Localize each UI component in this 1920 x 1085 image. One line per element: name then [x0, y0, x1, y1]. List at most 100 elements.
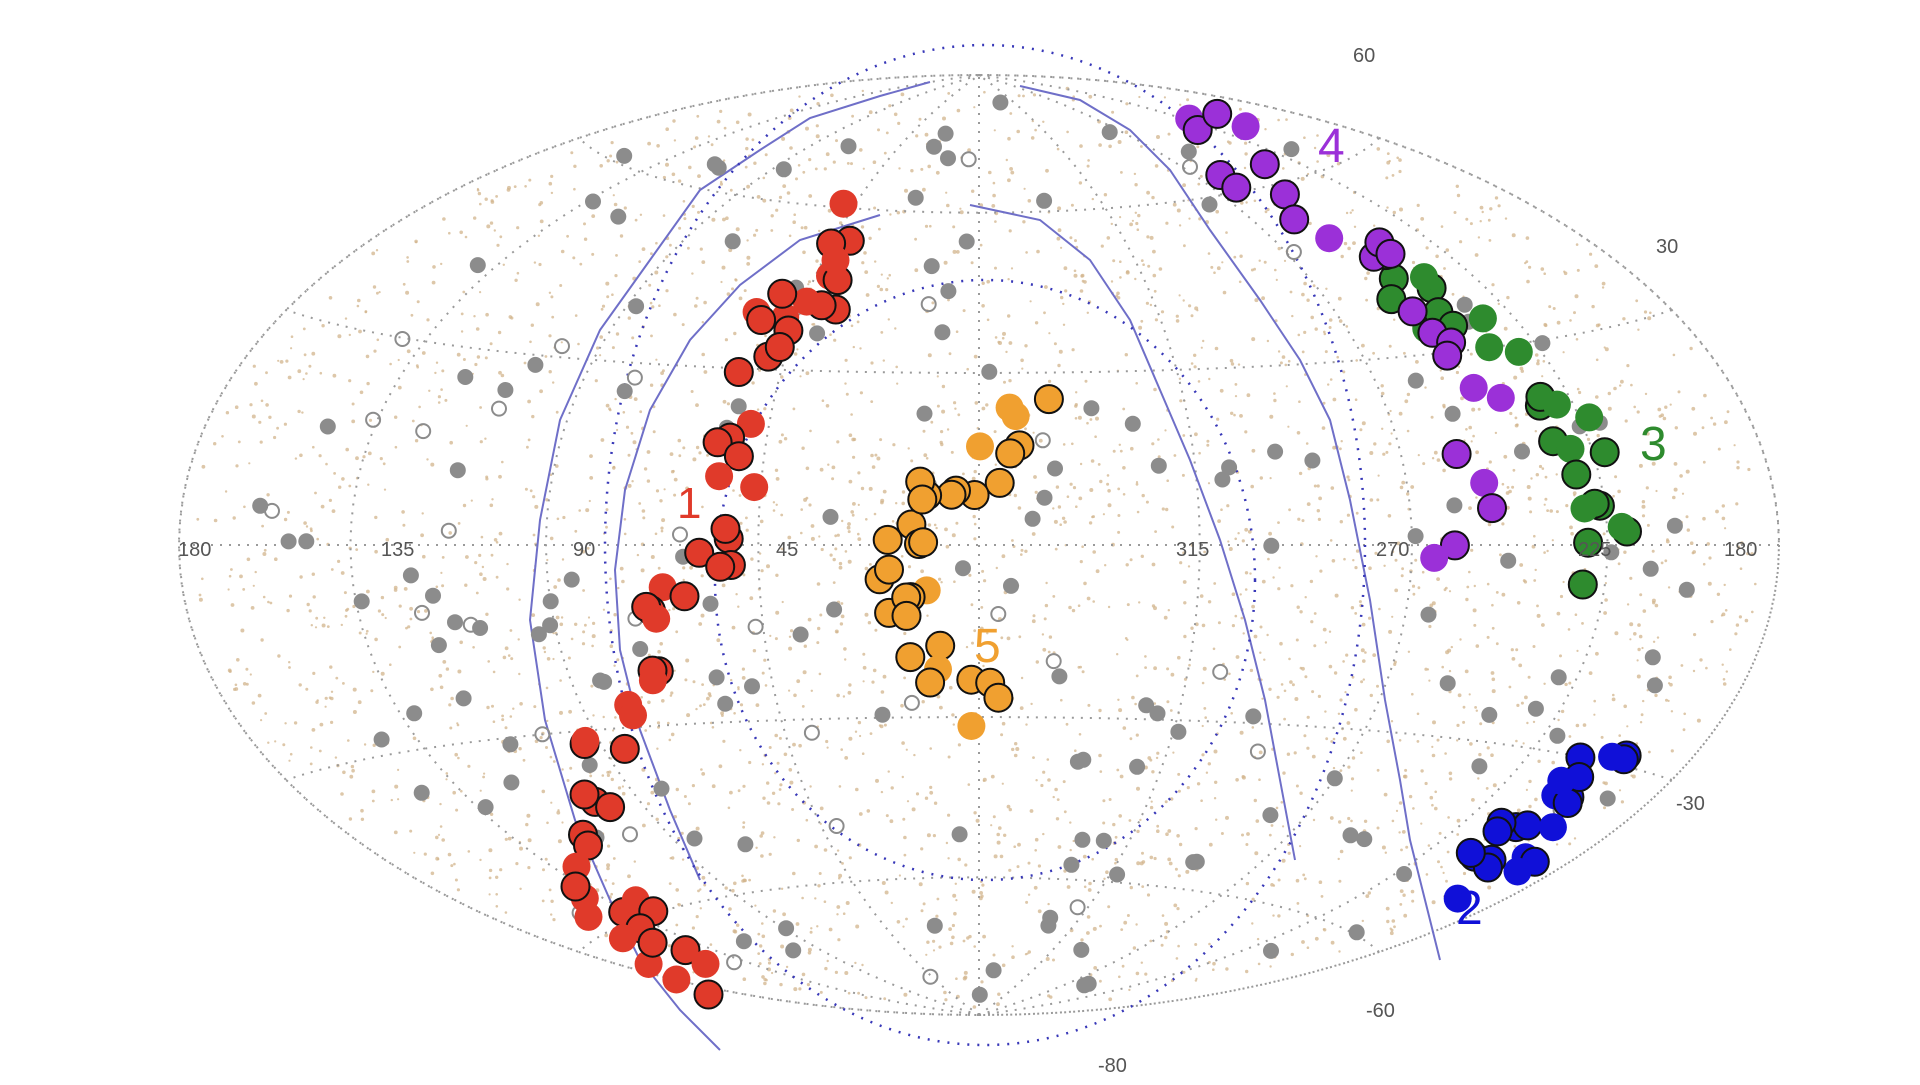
background-star [1121, 964, 1125, 968]
halo-point [252, 497, 269, 514]
background-star [1564, 682, 1568, 687]
background-star [1354, 612, 1358, 615]
halo-point [1599, 790, 1616, 807]
background-star [1274, 268, 1277, 272]
background-star [312, 671, 316, 676]
background-star [1027, 861, 1031, 865]
group-1-point [693, 979, 724, 1010]
background-star [1597, 323, 1601, 327]
background-star [1277, 521, 1280, 524]
background-star [700, 613, 705, 618]
background-star [1145, 301, 1149, 305]
background-star [1088, 881, 1092, 886]
background-star [1651, 598, 1656, 603]
background-star [1338, 950, 1341, 953]
background-star [1387, 514, 1392, 518]
background-star [1201, 724, 1204, 728]
background-star [286, 608, 290, 613]
halo-point [1407, 372, 1424, 389]
background-star [377, 609, 381, 613]
background-star [781, 136, 786, 141]
background-star [1165, 507, 1169, 512]
background-star [1213, 749, 1218, 754]
background-star [302, 378, 305, 381]
background-star [1447, 816, 1450, 819]
background-star [967, 783, 971, 786]
halo-point [628, 298, 645, 315]
background-star [462, 290, 466, 294]
background-star [952, 893, 957, 898]
background-star [1044, 285, 1048, 289]
background-star [371, 789, 376, 794]
halo-point [775, 161, 792, 178]
lat-tick-label: 60 [1353, 45, 1375, 67]
halo-point [1051, 668, 1068, 685]
background-star [847, 530, 851, 534]
background-star [1062, 323, 1066, 326]
background-star [1534, 797, 1538, 802]
background-star [1212, 968, 1215, 971]
background-star [232, 516, 236, 520]
background-star [1269, 965, 1272, 968]
background-star [1285, 118, 1288, 121]
background-star [616, 428, 619, 432]
background-star [1303, 877, 1307, 881]
background-star [1366, 271, 1370, 275]
background-star [360, 808, 364, 813]
background-star [844, 358, 848, 362]
background-star [1721, 663, 1724, 666]
background-star [1062, 780, 1066, 784]
background-star [691, 272, 694, 275]
background-star [805, 818, 809, 822]
background-star [1351, 209, 1354, 212]
background-star [979, 891, 983, 895]
background-star [827, 208, 832, 213]
background-star [1079, 462, 1083, 466]
background-star [634, 218, 638, 222]
background-star [1491, 689, 1496, 694]
background-star [671, 856, 675, 860]
background-star [601, 774, 605, 777]
background-star [303, 521, 307, 525]
background-star [1403, 913, 1408, 918]
background-star [1213, 797, 1217, 800]
background-star [342, 682, 345, 685]
background-star [1328, 326, 1332, 329]
background-star [1108, 144, 1112, 149]
background-star [881, 881, 886, 885]
background-star [772, 509, 776, 512]
background-star [1132, 946, 1137, 950]
background-star [421, 512, 424, 515]
background-star [1149, 855, 1154, 860]
background-star [736, 923, 740, 927]
background-star [573, 187, 576, 191]
background-star [1446, 850, 1450, 854]
background-star [1601, 286, 1605, 289]
background-star [1017, 842, 1021, 847]
background-star [1306, 298, 1310, 302]
background-star [1305, 442, 1309, 445]
background-star [549, 473, 553, 477]
background-star [1179, 561, 1183, 565]
background-star [695, 826, 700, 831]
background-star [951, 533, 956, 538]
group-1-point [684, 537, 715, 568]
background-star [922, 429, 926, 433]
background-star [1213, 582, 1217, 585]
background-star [529, 489, 533, 493]
background-star [409, 829, 413, 833]
group-label-3: 3 [1640, 418, 1667, 471]
background-star [763, 407, 767, 411]
background-star [903, 676, 906, 680]
background-star [819, 613, 823, 617]
background-star [914, 237, 917, 241]
halo-point [1407, 528, 1424, 545]
background-star [727, 806, 731, 810]
background-star [733, 881, 737, 886]
background-star [799, 375, 802, 378]
background-star [1086, 915, 1091, 919]
background-star [269, 601, 273, 605]
background-star [476, 187, 479, 191]
group-5-point [872, 524, 903, 555]
halo-point [1534, 335, 1551, 352]
